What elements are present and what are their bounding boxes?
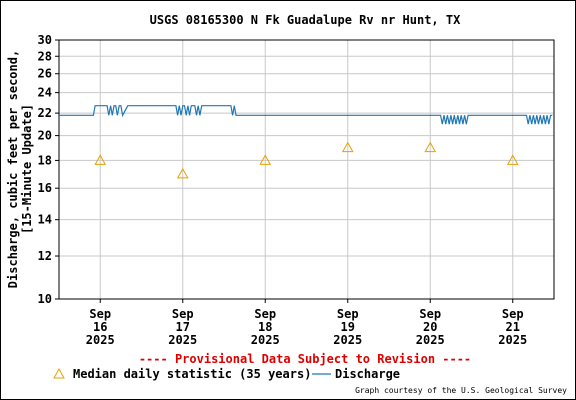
x-tick-label-line1: Sep [419, 307, 441, 321]
median-marker [259, 154, 272, 165]
x-tick-label-line3: 2025 [251, 333, 280, 347]
y-tick-label: 22 [38, 106, 52, 120]
plot-area [58, 39, 555, 300]
median-marker [506, 154, 519, 165]
x-tick-label-line1: Sep [502, 307, 524, 321]
x-tick-label-line2: 19 [341, 320, 355, 334]
median-marker [341, 141, 354, 153]
y-tick-label: 12 [38, 249, 52, 263]
legend-discharge-label: Discharge [335, 367, 400, 381]
y-tick-label: 16 [38, 181, 52, 195]
median-marker [94, 154, 107, 165]
x-tick-label-line1: Sep [337, 307, 359, 321]
x-axis-ticks: Sep162025Sep172025Sep182025Sep192025Sep2… [86, 299, 527, 347]
discharge-line [59, 105, 553, 125]
y-tick-label: 20 [38, 129, 52, 143]
y-tick-label: 18 [38, 153, 52, 167]
x-tick-label-line2: 21 [506, 320, 520, 334]
chart-title: USGS 08165300 N Fk Guadalupe Rv nr Hunt,… [150, 13, 461, 27]
y-tick-label: 24 [38, 86, 52, 100]
x-tick-label-line2: 18 [258, 320, 272, 334]
x-tick-label-line3: 2025 [86, 333, 115, 347]
y-tick-label: 10 [38, 292, 52, 306]
x-tick-label-line1: Sep [89, 307, 111, 321]
provisional-note: ---- Provisional Data Subject to Revisio… [139, 352, 471, 366]
y-tick-label: 30 [38, 33, 52, 47]
credit-text: Graph courtesy of the U.S. Geological Su… [355, 386, 567, 395]
y-tick-label: 14 [38, 213, 52, 227]
discharge-series [59, 105, 553, 125]
y-tick-label: 26 [38, 67, 52, 81]
x-tick-label-line3: 2025 [333, 333, 362, 347]
x-tick-label-line1: Sep [254, 307, 276, 321]
y-tick-label: 28 [38, 49, 52, 63]
y-axis-ticks: 10 12 14 16 18 20 22 24 26 28 30 [38, 33, 59, 306]
x-tick-label-line2: 16 [93, 320, 107, 334]
grid-lines [59, 39, 554, 300]
y-axis-label-line1: Discharge, cubic feet per second, [6, 50, 20, 288]
x-tick-label-line3: 2025 [498, 333, 527, 347]
median-series [94, 141, 519, 179]
x-tick-label-line3: 2025 [416, 333, 445, 347]
legend-median-label: Median daily statistic (35 years) [73, 367, 311, 381]
y-axis-label-line2: [15-Minute Update] [20, 104, 34, 234]
x-tick-label-line2: 17 [176, 320, 190, 334]
x-tick-label-line1: Sep [172, 307, 194, 321]
median-marker [424, 141, 437, 153]
legend-median-marker [53, 367, 65, 379]
median-marker [176, 167, 189, 179]
x-tick-label-line2: 20 [423, 320, 437, 334]
x-tick-label-line3: 2025 [168, 333, 197, 347]
